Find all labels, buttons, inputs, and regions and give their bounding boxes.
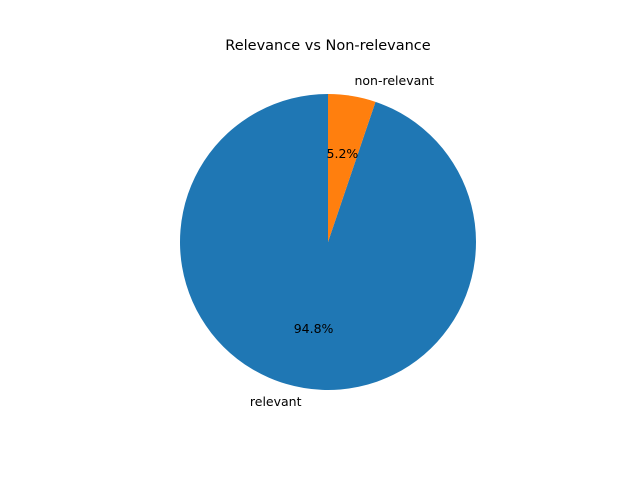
slice-label-relevant: relevant — [250, 394, 302, 409]
pie-slice-relevant — [179, 94, 476, 390]
pie-labels: relevant 94.8% non-relevant 5.2% — [250, 73, 434, 409]
chart-title: Relevance vs Non-relevance — [225, 38, 430, 54]
pie-slices — [179, 94, 476, 390]
slice-pct-non-relevant: 5.2% — [327, 146, 359, 161]
slice-label-non-relevant: non-relevant — [354, 73, 434, 88]
pie-slice-non-relevant — [328, 94, 376, 242]
slice-pct-relevant: 94.8% — [294, 321, 334, 336]
